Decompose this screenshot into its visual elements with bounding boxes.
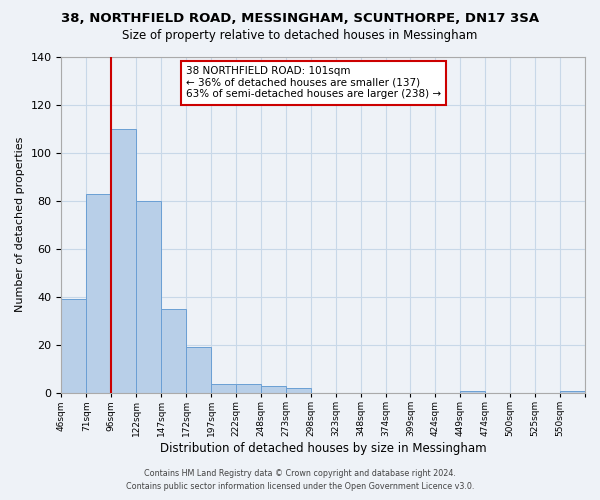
Bar: [61, 300, 86, 393]
Text: 38 NORTHFIELD ROAD: 101sqm
← 36% of detached houses are smaller (137)
63% of sem: 38 NORTHFIELD ROAD: 101sqm ← 36% of deta…: [186, 66, 441, 100]
Y-axis label: Number of detached properties: Number of detached properties: [15, 137, 25, 312]
Bar: [560, 390, 585, 393]
Text: 38, NORTHFIELD ROAD, MESSINGHAM, SCUNTHORPE, DN17 3SA: 38, NORTHFIELD ROAD, MESSINGHAM, SCUNTHO…: [61, 12, 539, 26]
Bar: [460, 390, 485, 393]
Bar: [261, 386, 286, 393]
Bar: [161, 309, 186, 393]
X-axis label: Distribution of detached houses by size in Messingham: Distribution of detached houses by size …: [160, 442, 487, 455]
Text: Contains HM Land Registry data © Crown copyright and database right 2024.
Contai: Contains HM Land Registry data © Crown c…: [126, 470, 474, 491]
Bar: [286, 388, 311, 393]
Bar: [211, 384, 236, 393]
Bar: [236, 384, 261, 393]
Bar: [111, 128, 136, 393]
Bar: [86, 194, 111, 393]
Bar: [136, 201, 161, 393]
Bar: [186, 348, 211, 393]
Text: Size of property relative to detached houses in Messingham: Size of property relative to detached ho…: [122, 29, 478, 42]
